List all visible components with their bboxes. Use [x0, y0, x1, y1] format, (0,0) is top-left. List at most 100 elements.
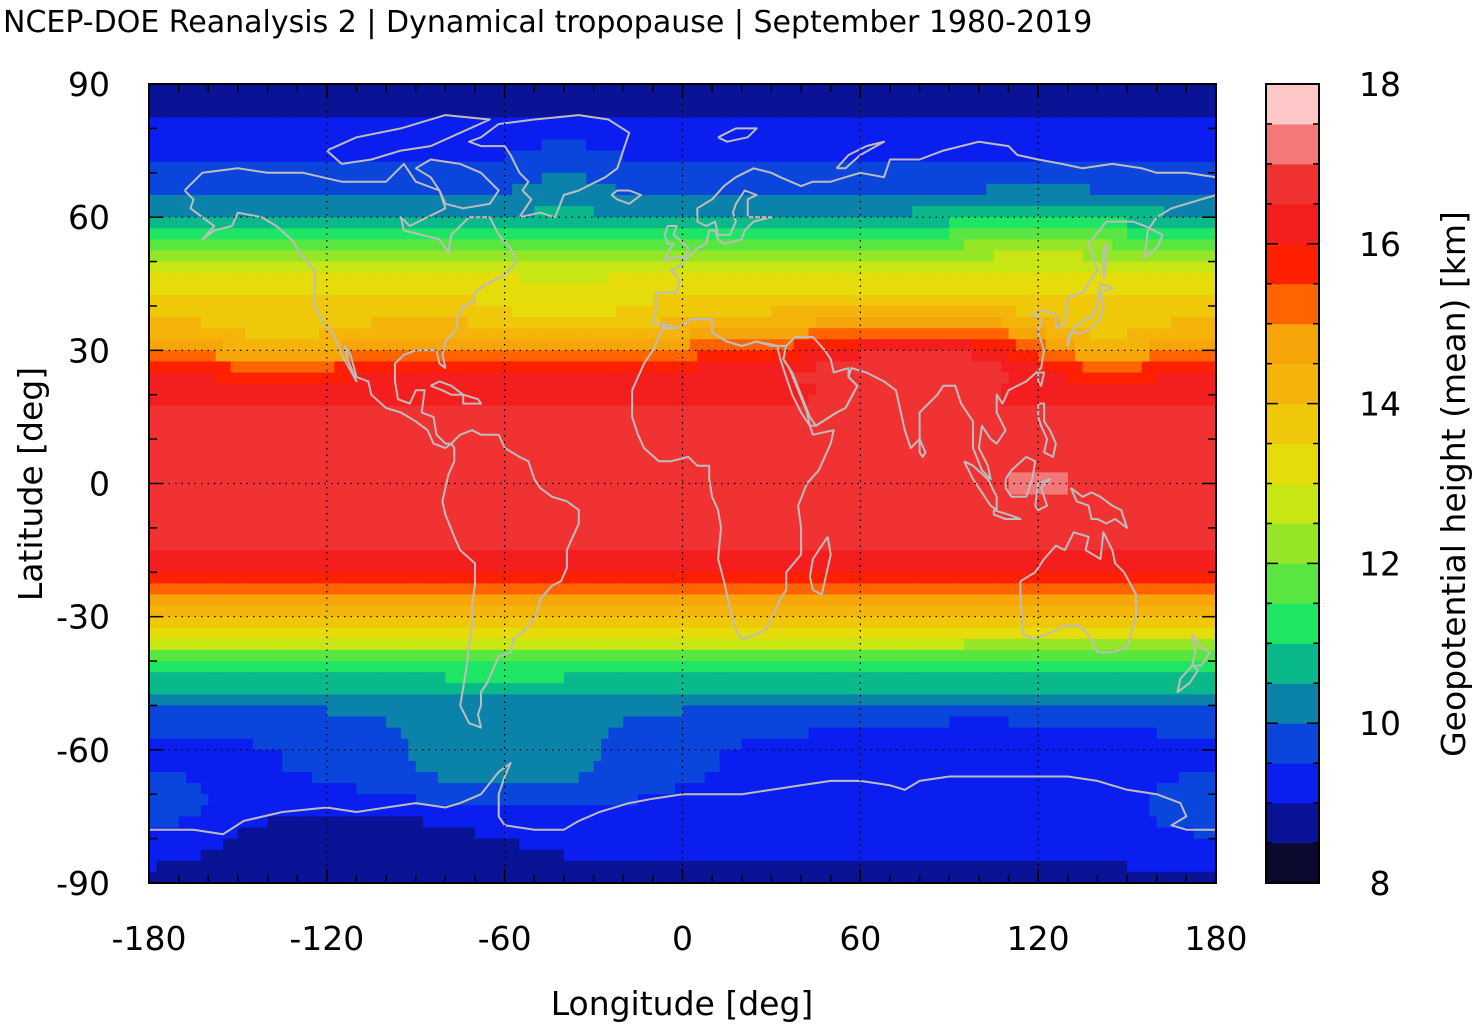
heatmap-cell: [1023, 450, 1031, 462]
heatmap-cell: [542, 184, 550, 196]
heatmap-cell: [853, 406, 861, 418]
heatmap-cell: [201, 417, 209, 429]
heatmap-cell: [149, 395, 157, 407]
heatmap-cell: [883, 450, 891, 462]
heatmap-cell: [779, 184, 787, 196]
heatmap-cell: [186, 151, 194, 163]
heatmap-cell: [638, 350, 646, 362]
heatmap-cell: [238, 439, 246, 451]
heatmap-cell: [957, 250, 965, 262]
heatmap-cell: [268, 250, 276, 262]
heatmap-cell: [942, 151, 950, 163]
heatmap-cell: [749, 306, 757, 318]
heatmap-cell: [757, 139, 765, 151]
heatmap-cell: [171, 295, 179, 307]
heatmap-cell: [497, 373, 505, 385]
heatmap-cell: [216, 417, 224, 429]
heatmap-cell: [1083, 128, 1091, 140]
heatmap-cell: [831, 339, 839, 351]
heatmap-cell: [801, 117, 809, 129]
heatmap-cell: [653, 284, 661, 296]
heatmap-cell: [438, 117, 446, 129]
heatmap-cell: [764, 106, 772, 118]
heatmap-cell: [720, 439, 728, 451]
heatmap-cell: [312, 151, 320, 163]
heatmap-cell: [394, 273, 402, 285]
heatmap-cell: [890, 273, 898, 285]
heatmap-cell: [816, 206, 824, 218]
heatmap-cell: [1134, 450, 1142, 462]
heatmap-cell: [868, 184, 876, 196]
heatmap-cell: [601, 217, 609, 229]
heatmap-cell: [371, 328, 379, 340]
heatmap-cell: [460, 84, 468, 96]
heatmap-cell: [542, 406, 550, 418]
heatmap-cell: [260, 173, 268, 185]
heatmap-cell: [868, 162, 876, 174]
heatmap-cell: [312, 95, 320, 107]
heatmap-cell: [579, 117, 587, 129]
heatmap-cell: [223, 328, 231, 340]
heatmap-cell: [853, 184, 861, 196]
heatmap-cell: [660, 373, 668, 385]
heatmap-cell: [379, 95, 387, 107]
heatmap-cell: [534, 328, 542, 340]
heatmap-cell: [416, 106, 424, 118]
heatmap-cell: [786, 461, 794, 473]
heatmap-cell: [705, 417, 713, 429]
heatmap-cell: [557, 406, 565, 418]
heatmap-cell: [490, 417, 498, 429]
heatmap-cell: [838, 106, 846, 118]
heatmap-cell: [697, 84, 705, 96]
heatmap-cell: [579, 361, 587, 373]
heatmap-cell: [1075, 228, 1083, 240]
heatmap-cell: [727, 295, 735, 307]
heatmap-cell: [1009, 395, 1017, 407]
heatmap-cell: [1179, 184, 1187, 196]
heatmap-cell: [1031, 295, 1039, 307]
heatmap-cell: [282, 206, 290, 218]
heatmap-cell: [586, 395, 594, 407]
heatmap-cell: [1105, 306, 1113, 318]
heatmap-cell: [897, 195, 905, 207]
heatmap-cell: [720, 117, 728, 129]
heatmap-cell: [275, 239, 283, 251]
heatmap-cell: [156, 317, 164, 329]
heatmap-cell: [201, 395, 209, 407]
heatmap-cell: [364, 461, 372, 473]
heatmap-cell: [401, 184, 409, 196]
heatmap-cell: [712, 117, 720, 129]
heatmap-cell: [786, 84, 794, 96]
heatmap-cell: [912, 217, 920, 229]
heatmap-cell: [764, 195, 772, 207]
heatmap-cell: [549, 295, 557, 307]
heatmap-cell: [171, 250, 179, 262]
heatmap-cell: [579, 151, 587, 163]
heatmap-cell: [883, 428, 891, 440]
heatmap-cell: [720, 428, 728, 440]
heatmap-cell: [771, 206, 779, 218]
heatmap-cell: [808, 395, 816, 407]
heatmap-cell: [808, 262, 816, 274]
heatmap-cell: [920, 306, 928, 318]
heatmap-cell: [816, 217, 824, 229]
heatmap-cell: [379, 250, 387, 262]
heatmap-cell: [290, 384, 298, 396]
heatmap-cell: [171, 195, 179, 207]
heatmap-cell: [749, 139, 757, 151]
heatmap-cell: [557, 217, 565, 229]
heatmap-cell: [268, 284, 276, 296]
heatmap-cell: [623, 239, 631, 251]
heatmap-cell: [1179, 395, 1187, 407]
heatmap-cell: [1009, 262, 1017, 274]
heatmap-cell: [1023, 139, 1031, 151]
heatmap-cell: [1149, 339, 1157, 351]
heatmap-cell: [297, 250, 305, 262]
heatmap-cell: [764, 95, 772, 107]
heatmap-cell: [438, 217, 446, 229]
heatmap-cell: [1201, 284, 1209, 296]
heatmap-cell: [327, 239, 335, 251]
heatmap-cell: [645, 461, 653, 473]
heatmap-cell: [1120, 184, 1128, 196]
heatmap-cell: [557, 317, 565, 329]
